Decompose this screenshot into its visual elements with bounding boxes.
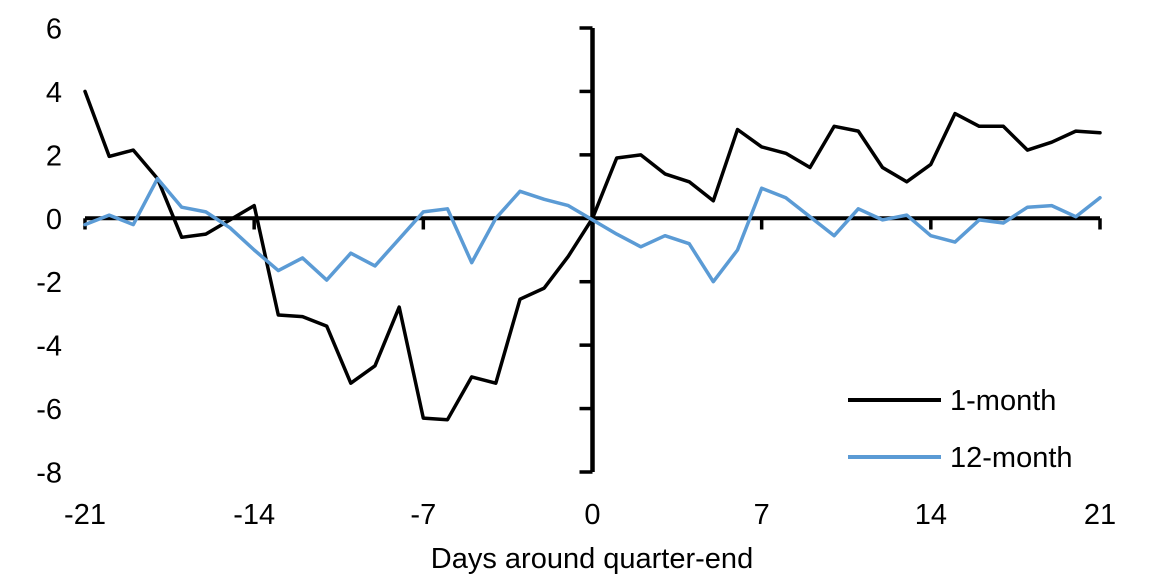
x-tick-label: 7 [754, 499, 770, 531]
y-tick-label: 4 [46, 77, 62, 109]
x-tick-label: -14 [233, 499, 275, 531]
x-axis-tick-labels: -21 -14 -7 0 7 14 21 [64, 499, 1116, 531]
y-tick-label: 2 [46, 140, 62, 172]
y-tick-label: 6 [46, 14, 62, 46]
series-lines [83, 89, 1102, 422]
x-tick-label: -7 [410, 499, 436, 531]
y-axis-ticks [579, 26, 593, 474]
legend-label-12-month: 12-month [950, 442, 1073, 474]
x-axis-title: Days around quarter-end [431, 543, 753, 575]
legend-label-1-month: 1-month [950, 385, 1056, 417]
y-tick-label: -6 [36, 394, 62, 426]
y-tick-label: 0 [46, 204, 62, 236]
y-tick-label: -2 [36, 267, 62, 299]
x-tick-label: 0 [584, 499, 600, 531]
y-axis-tick-labels: 6 4 2 0 -2 -4 -6 -8 [36, 14, 62, 490]
legend: 1-month 12-month [848, 385, 1073, 474]
x-tick-label: 14 [915, 499, 947, 531]
x-tick-label: -21 [64, 499, 106, 531]
y-tick-label: -4 [36, 331, 62, 363]
series-12-month-line [83, 176, 1102, 284]
y-tick-label: -8 [36, 458, 62, 490]
x-tick-label: 21 [1084, 499, 1116, 531]
